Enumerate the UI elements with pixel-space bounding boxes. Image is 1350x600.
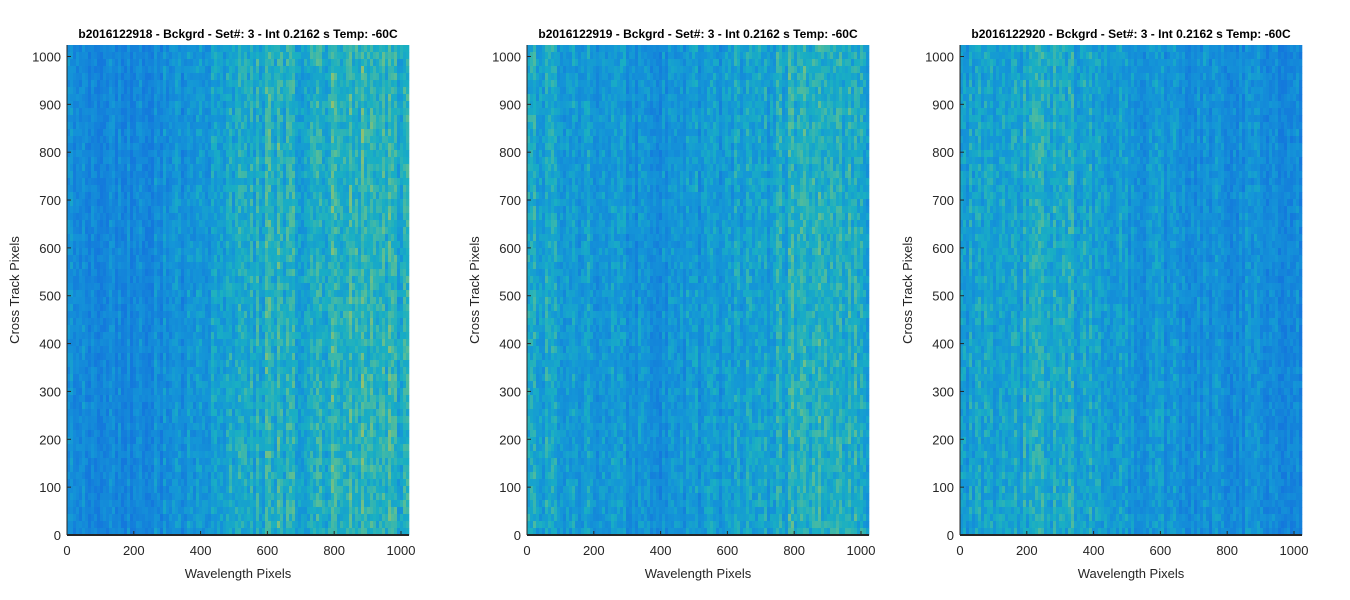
y-tick-label: 300 <box>499 384 521 399</box>
y-tick-label: 200 <box>499 432 521 447</box>
x-tick-label: 200 <box>583 543 605 558</box>
x-axis-label: Wavelength Pixels <box>645 566 752 581</box>
y-tick-label: 200 <box>932 432 954 447</box>
x-tick-label: 600 <box>1150 543 1172 558</box>
y-tick-label: 900 <box>932 97 954 112</box>
x-tick-label: 600 <box>257 543 279 558</box>
heatmap-image <box>960 45 1303 536</box>
x-tick-label: 1000 <box>847 543 876 558</box>
y-tick-label: 1000 <box>32 49 61 64</box>
x-tick-label: 800 <box>783 543 805 558</box>
y-tick-label: 600 <box>499 241 521 256</box>
y-tick-label: 500 <box>932 289 954 304</box>
y-tick-label: 400 <box>932 337 954 352</box>
x-tick-label: 0 <box>956 543 963 558</box>
x-tick-label: 200 <box>123 543 145 558</box>
y-tick-label: 0 <box>947 528 954 543</box>
x-tick-label: 600 <box>717 543 739 558</box>
heatmap-image <box>67 45 410 536</box>
x-axis-label: Wavelength Pixels <box>185 566 292 581</box>
y-axis-label: Cross Track Pixels <box>900 236 915 344</box>
x-axis-label: Wavelength Pixels <box>1078 566 1185 581</box>
x-tick-label: 1000 <box>1280 543 1309 558</box>
y-tick-label: 200 <box>39 432 61 447</box>
y-tick-label: 500 <box>39 289 61 304</box>
x-tick-label: 200 <box>1016 543 1038 558</box>
heatmap-image <box>527 45 870 536</box>
y-axis-label: Cross Track Pixels <box>467 236 482 344</box>
y-tick-label: 0 <box>514 528 521 543</box>
subplot-3: 0 200 400 600 800 1000 0 100 200 300 400 500 600 700 8… <box>900 27 1308 581</box>
x-tick-label: 400 <box>190 543 212 558</box>
y-axis-label: Cross Track Pixels <box>7 236 22 344</box>
y-tick-label: 1000 <box>492 49 521 64</box>
y-tick-label: 100 <box>932 480 954 495</box>
y-tick-label: 300 <box>932 384 954 399</box>
y-tick-label: 500 <box>499 289 521 304</box>
y-tick-label: 700 <box>932 193 954 208</box>
y-tick-label: 700 <box>39 193 61 208</box>
x-tick-label: 800 <box>1216 543 1238 558</box>
y-tick-label: 600 <box>932 241 954 256</box>
y-tick-label: 800 <box>932 145 954 160</box>
y-tick-label: 800 <box>39 145 61 160</box>
subplot-1: 0 200 400 600 800 1000 0 100 200 300 400 500 600 700 8… <box>7 27 415 581</box>
y-tick-label: 800 <box>499 145 521 160</box>
x-tick-label: 400 <box>650 543 672 558</box>
chart-title: b2016122920 - Bckgrd - Set#: 3 - Int 0.2… <box>971 27 1291 41</box>
y-tick-label: 900 <box>499 97 521 112</box>
subplot-2: 0 200 400 600 800 1000 0 100 200 300 400 500 600 700 8… <box>467 27 875 581</box>
y-tick-label: 300 <box>39 384 61 399</box>
y-tick-label: 1000 <box>925 49 954 64</box>
y-tick-label: 100 <box>39 480 61 495</box>
chart-title: b2016122919 - Bckgrd - Set#: 3 - Int 0.2… <box>538 27 858 41</box>
x-tick-label: 400 <box>1083 543 1105 558</box>
x-tick-label: 800 <box>323 543 345 558</box>
y-tick-label: 900 <box>39 97 61 112</box>
chart-title: b2016122918 - Bckgrd - Set#: 3 - Int 0.2… <box>78 27 398 41</box>
y-tick-label: 400 <box>499 337 521 352</box>
x-tick-label: 0 <box>63 543 70 558</box>
y-tick-label: 400 <box>39 337 61 352</box>
x-tick-label: 1000 <box>387 543 416 558</box>
y-tick-label: 600 <box>39 241 61 256</box>
x-tick-label: 0 <box>523 543 530 558</box>
y-tick-label: 100 <box>499 480 521 495</box>
y-tick-label: 700 <box>499 193 521 208</box>
y-tick-label: 0 <box>54 528 61 543</box>
